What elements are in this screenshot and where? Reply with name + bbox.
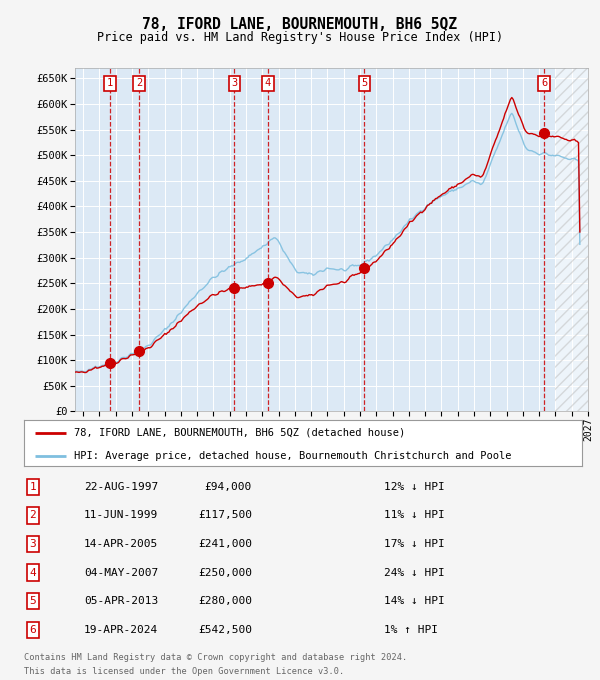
Text: Price paid vs. HM Land Registry's House Price Index (HPI): Price paid vs. HM Land Registry's House … (97, 31, 503, 44)
Text: 14-APR-2005: 14-APR-2005 (84, 539, 158, 549)
Text: 12% ↓ HPI: 12% ↓ HPI (384, 482, 445, 492)
Text: £250,000: £250,000 (198, 568, 252, 577)
Text: 14% ↓ HPI: 14% ↓ HPI (384, 596, 445, 606)
Text: Contains HM Land Registry data © Crown copyright and database right 2024.: Contains HM Land Registry data © Crown c… (24, 653, 407, 662)
Text: 3: 3 (231, 78, 238, 88)
Text: 6: 6 (541, 78, 547, 88)
Text: 24% ↓ HPI: 24% ↓ HPI (384, 568, 445, 577)
Bar (556, 68, 588, 411)
Text: £94,000: £94,000 (205, 482, 252, 492)
Text: This data is licensed under the Open Government Licence v3.0.: This data is licensed under the Open Gov… (24, 668, 344, 677)
Text: 78, IFORD LANE, BOURNEMOUTH, BH6 5QZ (detached house): 78, IFORD LANE, BOURNEMOUTH, BH6 5QZ (de… (74, 428, 406, 437)
Text: 22-AUG-1997: 22-AUG-1997 (84, 482, 158, 492)
Text: 4: 4 (29, 568, 37, 577)
Text: 1: 1 (107, 78, 113, 88)
Text: 1: 1 (29, 482, 37, 492)
Text: £241,000: £241,000 (198, 539, 252, 549)
Text: 11% ↓ HPI: 11% ↓ HPI (384, 511, 445, 520)
Text: 04-MAY-2007: 04-MAY-2007 (84, 568, 158, 577)
Text: £542,500: £542,500 (198, 625, 252, 634)
Text: £280,000: £280,000 (198, 596, 252, 606)
Text: 11-JUN-1999: 11-JUN-1999 (84, 511, 158, 520)
Text: 2: 2 (29, 511, 37, 520)
Text: 19-APR-2024: 19-APR-2024 (84, 625, 158, 634)
Text: 5: 5 (29, 596, 37, 606)
Text: 4: 4 (265, 78, 271, 88)
Text: 78, IFORD LANE, BOURNEMOUTH, BH6 5QZ: 78, IFORD LANE, BOURNEMOUTH, BH6 5QZ (143, 17, 458, 32)
Text: £117,500: £117,500 (198, 511, 252, 520)
Text: 5: 5 (361, 78, 367, 88)
Text: 17% ↓ HPI: 17% ↓ HPI (384, 539, 445, 549)
Text: 05-APR-2013: 05-APR-2013 (84, 596, 158, 606)
Text: 3: 3 (29, 539, 37, 549)
Text: 6: 6 (29, 625, 37, 634)
Text: HPI: Average price, detached house, Bournemouth Christchurch and Poole: HPI: Average price, detached house, Bour… (74, 451, 512, 460)
Text: 1% ↑ HPI: 1% ↑ HPI (384, 625, 438, 634)
Text: 2: 2 (136, 78, 142, 88)
